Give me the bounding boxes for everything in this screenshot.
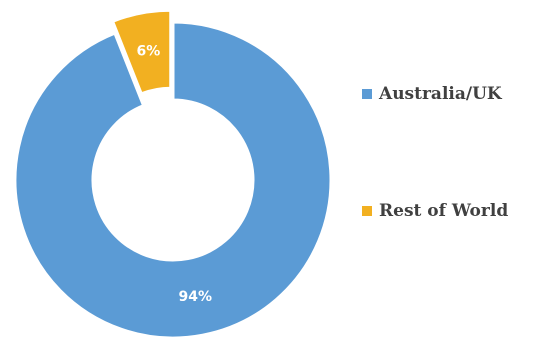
slices-layer	[13, 8, 333, 338]
legend: Australia/UK Rest of World	[362, 0, 533, 338]
legend-swatch-rest-of-world	[362, 206, 372, 216]
legend-label-australia-uk: Australia/UK	[379, 84, 502, 104]
data-label-rest-of-world: 6%	[137, 43, 161, 59]
labels-layer: 94% 6%	[137, 43, 212, 305]
slice-australia-uk	[13, 20, 333, 338]
data-label-australia-uk: 94%	[179, 289, 213, 305]
legend-label-rest-of-world: Rest of World	[379, 201, 509, 221]
legend-item-rest-of-world: Rest of World	[362, 201, 508, 221]
legend-item-australia-uk: Australia/UK	[362, 84, 502, 104]
slice-rest-of-world	[110, 8, 173, 96]
legend-swatch-australia-uk	[362, 89, 372, 99]
